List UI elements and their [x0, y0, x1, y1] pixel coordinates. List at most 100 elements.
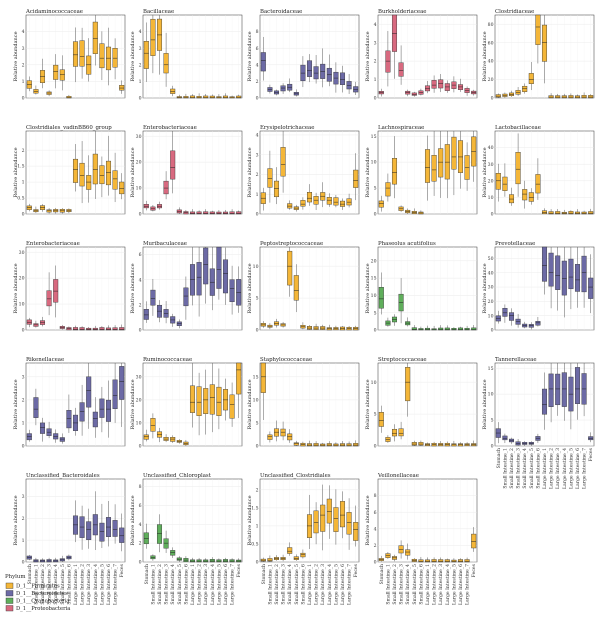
box — [346, 443, 352, 447]
x-tick-label: Large Intestine_7 — [347, 564, 353, 605]
box — [92, 21, 98, 54]
y-axis-label: Relative abundance — [482, 147, 488, 197]
x-tick-label: Small Intestine_4 — [170, 564, 176, 605]
box — [508, 194, 515, 204]
panel-staphylococcaceae: Staphylococcaceae Relative abundance 0 5 10 1… — [247, 357, 360, 450]
y-tick-label: 1.5 — [251, 505, 258, 511]
box — [418, 559, 424, 563]
box — [280, 428, 286, 437]
y-tick-label: 50 — [488, 256, 494, 262]
panel-title: Unclassified_Clostridiales — [260, 473, 331, 479]
box — [313, 510, 319, 534]
box — [209, 95, 215, 99]
panel-title: Bacteroidaceae — [260, 9, 302, 15]
box — [502, 307, 508, 317]
box — [196, 386, 202, 416]
y-tick-label: 10 — [488, 313, 494, 319]
y-tick-label: 0 — [22, 96, 25, 102]
y-tick-label: 40 — [488, 59, 494, 65]
box — [86, 376, 92, 408]
x-tick-label: Small Intestine_6 — [66, 564, 72, 605]
x-tick-label: Small Intestine_5 — [529, 448, 535, 489]
box — [216, 386, 222, 416]
x-tick-label: Feces — [353, 563, 359, 577]
x-tick-label: Large Intestine_3 — [86, 564, 92, 605]
box — [99, 43, 105, 69]
box — [541, 24, 548, 62]
box — [405, 549, 411, 556]
box — [92, 153, 98, 185]
box — [431, 559, 437, 563]
box — [72, 41, 79, 67]
x-tick-label: Large Intestine_4 — [445, 564, 451, 605]
x-tick-label: Large Intestine_7 — [582, 448, 588, 489]
box — [508, 312, 515, 321]
legend-item-label: D_1__Firmicutes — [16, 584, 60, 590]
y-tick-label: 10 — [371, 293, 377, 299]
y-tick-label: 0 — [374, 560, 377, 566]
y-axis-label: Relative abundance — [482, 379, 488, 429]
panel-prevotellaceae: Prevotellaceae Relative abundance 0 10 20 30 4… — [482, 241, 595, 334]
y-axis-label: Relative abundance — [365, 495, 371, 545]
box — [170, 550, 176, 556]
box — [313, 66, 319, 80]
y-axis-label: Relative abundance — [130, 147, 136, 197]
y-tick-label: 0 — [139, 444, 142, 450]
box — [183, 287, 189, 307]
panel-title: Lachnospiraceae — [378, 125, 424, 131]
x-tick-label: Small Intestine_5 — [412, 564, 418, 605]
box — [216, 96, 222, 99]
box — [66, 410, 72, 429]
y-tick-label: 0 — [22, 328, 25, 334]
panel-lachnospiraceae: Lachnospiraceae Relative abundance 0 5 10 15 — [365, 125, 478, 218]
box — [150, 289, 156, 306]
x-tick-label: Small Intestine_3 — [399, 564, 405, 605]
legend-item-label: D_1__Cyanobacteria — [16, 599, 69, 605]
box — [555, 211, 561, 215]
panel-title: Streptococcaceae — [378, 357, 427, 363]
x-tick-label: Large Intestine_6 — [340, 564, 346, 605]
panel-burkholderiaceae: Burkholderiaceae Relative abundance 0 1 2 3 4 — [365, 9, 478, 102]
box — [438, 79, 444, 89]
box — [502, 435, 508, 441]
y-tick-label: 1 — [256, 524, 259, 530]
box — [515, 152, 521, 185]
y-tick-label: 5 — [374, 186, 377, 192]
x-tick-label: Large Intestine_1 — [425, 564, 431, 605]
y-tick-label: 0 — [374, 96, 377, 102]
y-tick-label: 2 — [256, 172, 259, 178]
box — [535, 174, 541, 194]
panel-title: Acidaminococcaceae — [25, 9, 83, 15]
box — [273, 90, 280, 95]
panel-peptostreptococcaceae: Peptostreptococcaceae Relative abundance 0… — [247, 241, 360, 334]
y-tick-label: 10 — [371, 160, 377, 166]
box — [287, 547, 293, 554]
box — [451, 136, 457, 170]
panel-title: Veillonellaceae — [377, 473, 419, 479]
panel-veillonellaceae: Veillonellaceae Relative abundance 0 2 4 6 8 St… — [365, 473, 478, 605]
y-tick-label: 1 — [22, 421, 25, 427]
box — [378, 411, 384, 427]
panel-acidaminococcaceae: Acidaminococcaceae Relative abundance 0 1 2 3… — [13, 9, 126, 102]
box — [229, 279, 235, 303]
y-tick-label: 8 — [374, 493, 377, 499]
box — [555, 373, 561, 406]
y-axis-label: Relative abundance — [13, 495, 19, 545]
box — [53, 64, 59, 80]
x-tick-label: Feces — [236, 563, 242, 577]
box — [236, 211, 242, 215]
y-tick-label: 10 — [253, 264, 259, 270]
y-tick-label: 5 — [374, 310, 377, 316]
box — [515, 318, 521, 325]
x-tick-label: Large Intestine_2 — [549, 448, 555, 489]
y-tick-label: 40 — [488, 145, 494, 151]
y-axis-label: Relative abundance — [247, 147, 253, 197]
box — [163, 53, 169, 74]
y-tick-label: 10 — [136, 186, 142, 192]
x-tick-label: Large Intestine_2 — [80, 564, 86, 605]
x-tick-label: Feces — [471, 563, 477, 577]
box — [346, 81, 352, 90]
box — [105, 160, 112, 186]
panel-title: Clostridiaceae — [495, 9, 534, 15]
box — [183, 96, 189, 99]
